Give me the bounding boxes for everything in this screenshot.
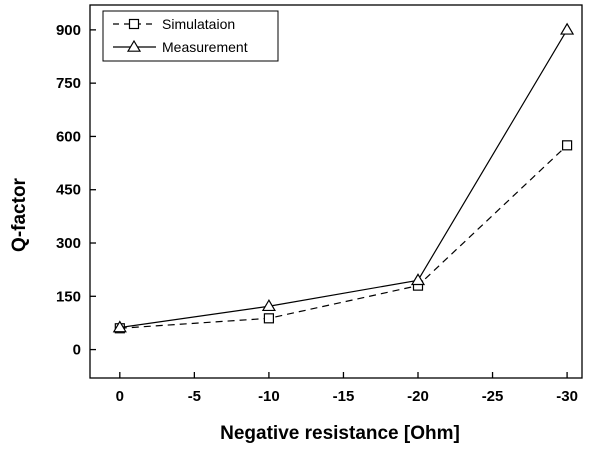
series-line xyxy=(119,29,568,329)
y-tick-label: 300 xyxy=(56,235,81,252)
x-tick-label: -25 xyxy=(482,388,504,405)
data-point xyxy=(112,320,127,333)
x-tick-label: -10 xyxy=(258,388,280,405)
y-axis-ticks: 0 150 300 450 600 750 900 xyxy=(56,22,96,359)
series-layer xyxy=(112,22,575,334)
y-tick-label: 0 xyxy=(73,342,81,359)
legend-items: Simulataion Measurement xyxy=(113,16,248,55)
legend-label: Measurement xyxy=(162,39,248,55)
y-tick-label: 450 xyxy=(56,182,81,199)
legend: Simulataion Measurement xyxy=(102,10,279,62)
data-point xyxy=(561,140,573,151)
series-measurement xyxy=(112,22,575,333)
x-tick-label: -20 xyxy=(407,388,429,405)
y-tick-label: 750 xyxy=(56,75,81,92)
plot-frame xyxy=(89,4,583,379)
series-simulataion xyxy=(114,140,573,334)
data-point xyxy=(410,273,426,286)
x-axis-ticks: 0 -5 -10 -15 -20 -25 -30 xyxy=(116,372,578,405)
data-point xyxy=(261,299,276,312)
data-point xyxy=(263,313,275,324)
legend-label: Simulataion xyxy=(162,16,235,32)
legend-marker xyxy=(128,18,140,30)
x-tick-label: -15 xyxy=(333,388,355,405)
y-axis-label: Q-factor xyxy=(9,177,30,252)
legend-marker xyxy=(126,39,142,52)
y-tick-label: 600 xyxy=(56,128,81,145)
x-tick-label: -30 xyxy=(556,388,578,405)
y-tick-label: 150 xyxy=(56,288,81,305)
y-tick-label: 900 xyxy=(56,22,81,39)
series-line xyxy=(119,144,568,329)
x-tick-label: 0 xyxy=(116,388,124,405)
x-axis-label: Negative resistance [Ohm] xyxy=(220,423,460,444)
data-point xyxy=(560,22,575,35)
x-tick-label: -5 xyxy=(188,388,201,405)
